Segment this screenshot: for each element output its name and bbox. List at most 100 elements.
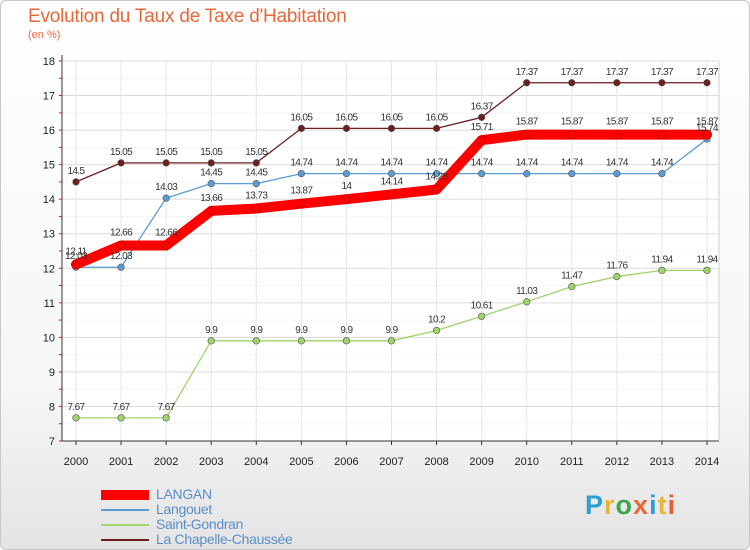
data-point-la-chapelle-chaussee bbox=[613, 79, 621, 87]
data-point-la-chapelle-chaussee bbox=[117, 159, 125, 167]
y-tick-label: 9 bbox=[49, 367, 55, 379]
data-point-langan bbox=[702, 130, 712, 140]
y-tick-label: 15 bbox=[43, 160, 55, 172]
data-label-la-chapelle-chaussee: 15.05 bbox=[110, 147, 133, 158]
data-point-saint-gondran bbox=[252, 337, 260, 345]
data-point-la-chapelle-chaussee bbox=[207, 159, 215, 167]
data-label-langan: 15.71 bbox=[471, 122, 494, 133]
x-tick-label: 2009 bbox=[469, 456, 493, 468]
data-label-langan: 15.87 bbox=[516, 117, 539, 128]
legend-label-langouet: Langouet bbox=[156, 501, 212, 517]
chart-title: Evolution du Taux de Taxe d'Habitation bbox=[28, 6, 347, 27]
data-label-saint-gondran: 9.9 bbox=[295, 325, 308, 336]
logo-letter: x bbox=[633, 490, 650, 520]
data-label-saint-gondran: 9.9 bbox=[385, 325, 398, 336]
data-label-la-chapelle-chaussee: 14.5 bbox=[67, 166, 85, 177]
data-label-langouet: 14.74 bbox=[561, 158, 584, 169]
legend-label-la-chapelle-chaussee: La Chapelle-Chaussée bbox=[156, 531, 293, 547]
data-point-la-chapelle-chaussee bbox=[478, 113, 486, 121]
x-tick-label: 2012 bbox=[605, 456, 629, 468]
data-point-langouet bbox=[117, 263, 125, 271]
data-point-saint-gondran bbox=[162, 414, 170, 422]
y-tick-label: 11 bbox=[44, 298, 55, 310]
data-point-saint-gondran bbox=[523, 298, 531, 306]
x-tick-label: 2006 bbox=[334, 456, 358, 468]
data-label-langouet: 15.74 bbox=[696, 123, 719, 134]
legend-item-saint-gondran: Saint-Gondran bbox=[101, 516, 361, 533]
data-label-langouet: 12.03 bbox=[65, 251, 88, 262]
x-tick-label: 2011 bbox=[560, 456, 584, 468]
data-point-langouet bbox=[162, 194, 170, 202]
data-point-langan bbox=[612, 130, 622, 140]
data-label-saint-gondran: 11.94 bbox=[696, 254, 718, 265]
data-point-la-chapelle-chaussee bbox=[523, 79, 531, 87]
data-point-la-chapelle-chaussee bbox=[658, 79, 666, 87]
x-tick-label: 2013 bbox=[650, 456, 674, 468]
data-label-saint-gondran: 9.9 bbox=[250, 325, 263, 336]
data-point-saint-gondran bbox=[703, 266, 711, 274]
x-tick-label: 2003 bbox=[199, 456, 223, 468]
x-tick-label: 2014 bbox=[695, 456, 719, 468]
data-label-saint-gondran: 7.67 bbox=[113, 402, 131, 413]
legend-label-langan: LANGAN bbox=[156, 486, 212, 502]
data-label-la-chapelle-chaussee: 16.05 bbox=[426, 112, 449, 123]
data-label-langan: 14 bbox=[341, 181, 352, 192]
data-point-langan bbox=[296, 199, 306, 209]
data-point-saint-gondran bbox=[568, 282, 576, 291]
data-point-langouet bbox=[568, 170, 576, 178]
data-label-langouet: 14.74 bbox=[471, 158, 494, 169]
data-label-langouet: 14.74 bbox=[380, 158, 403, 169]
data-label-langouet: 14.74 bbox=[290, 158, 313, 169]
x-tick-label: 2002 bbox=[154, 456, 178, 468]
legend-swatch-saint-gondran bbox=[101, 524, 149, 526]
data-label-saint-gondran: 11.47 bbox=[561, 271, 583, 282]
data-label-langan: 15.87 bbox=[696, 117, 719, 128]
chart-unit-label: (en %) bbox=[28, 29, 61, 41]
data-label-la-chapelle-chaussee: 16.05 bbox=[380, 112, 403, 123]
data-point-langouet bbox=[658, 170, 666, 178]
x-tick-label: 2000 bbox=[64, 456, 88, 468]
data-point-langan bbox=[386, 189, 396, 199]
data-point-langouet bbox=[207, 180, 215, 188]
legend-swatch-langouet bbox=[101, 509, 149, 511]
data-label-langan: 14.28 bbox=[426, 172, 449, 183]
data-label-saint-gondran: 7.67 bbox=[67, 402, 85, 413]
data-label-la-chapelle-chaussee: 15.05 bbox=[245, 147, 268, 158]
data-label-langouet: 14.74 bbox=[606, 158, 629, 169]
x-tick-label: 2007 bbox=[379, 456, 403, 468]
data-point-langouet bbox=[523, 170, 531, 178]
y-tick-label: 10 bbox=[43, 332, 55, 344]
data-label-langouet: 14.74 bbox=[516, 158, 539, 169]
legend-swatch-langan bbox=[101, 490, 149, 500]
legend-label-saint-gondran: Saint-Gondran bbox=[156, 516, 244, 532]
data-label-langouet: 14.74 bbox=[651, 158, 674, 169]
data-label-langouet: 14.45 bbox=[200, 168, 223, 179]
data-point-langan bbox=[432, 185, 442, 195]
data-point-la-chapelle-chaussee bbox=[432, 124, 441, 132]
data-label-la-chapelle-chaussee: 17.37 bbox=[651, 67, 674, 78]
data-label-langan: 15.87 bbox=[651, 117, 674, 128]
legend-swatch-la-chapelle-chaussee bbox=[101, 539, 149, 541]
data-label-langan: 12.11 bbox=[65, 246, 87, 257]
data-point-langan bbox=[161, 240, 171, 250]
data-label-langan: 15.87 bbox=[561, 117, 584, 128]
data-point-langan bbox=[567, 130, 577, 140]
y-tick-label: 18 bbox=[43, 56, 55, 68]
data-point-langan bbox=[116, 240, 126, 250]
data-point-la-chapelle-chaussee bbox=[297, 124, 305, 132]
x-tick-label: 2010 bbox=[514, 456, 538, 468]
data-label-saint-gondran: 11.94 bbox=[651, 254, 673, 265]
data-label-la-chapelle-chaussee: 15.05 bbox=[200, 147, 223, 158]
data-label-la-chapelle-chaussee: 17.37 bbox=[696, 67, 719, 78]
data-point-saint-gondran bbox=[613, 272, 621, 281]
data-point-langan bbox=[341, 194, 351, 204]
data-point-saint-gondran bbox=[342, 337, 351, 345]
logo-letter: i bbox=[649, 490, 658, 520]
y-tick-label: 8 bbox=[49, 401, 55, 413]
data-label-la-chapelle-chaussee: 16.37 bbox=[471, 101, 494, 112]
data-point-langouet bbox=[252, 180, 260, 188]
data-label-langan: 13.66 bbox=[200, 193, 223, 204]
data-label-langan: 12.66 bbox=[155, 227, 178, 238]
data-point-langan bbox=[657, 130, 667, 140]
